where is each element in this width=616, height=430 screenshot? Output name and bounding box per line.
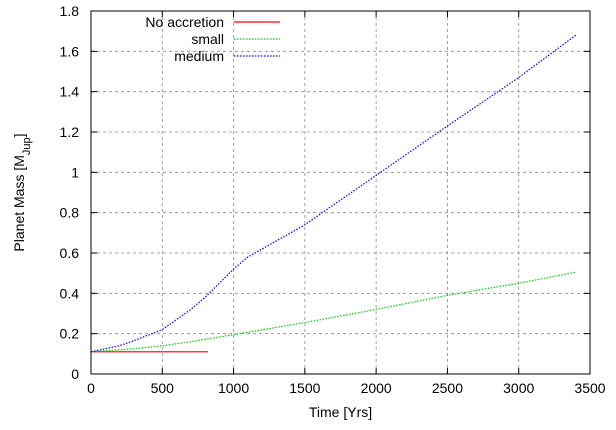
y-tick-label: 1.2	[60, 124, 80, 140]
y-tick-label: 1.6	[60, 43, 80, 59]
legend-label: medium	[174, 48, 224, 64]
legend-label: No accretion	[145, 14, 224, 30]
series-group	[90, 34, 577, 353]
y-tick-label: 1	[71, 164, 79, 180]
x-tick-label: 3000	[503, 380, 534, 396]
y-axis-label-close: ]	[11, 133, 27, 137]
y-axis-label-main: Planet Mass [M	[11, 155, 27, 251]
x-tick-label: 3500	[574, 380, 605, 396]
series-line-medium	[90, 34, 577, 353]
y-tick-label: 1.4	[60, 84, 80, 100]
y-ticks: 0 0.2 0.4 0.6 0.8 1 1.2 1.4 1.6 1.8	[60, 3, 590, 382]
y-axis-label: Planet Mass [MJup]	[11, 133, 33, 251]
x-axis-label: Time [Yrs]	[309, 404, 372, 420]
y-axis-label-sub: Jup	[21, 137, 33, 155]
x-tick-label: 500	[151, 380, 175, 396]
x-tick-label: 2500	[432, 380, 463, 396]
plot-frame	[90, 10, 591, 375]
x-tick-label: 0	[87, 380, 95, 396]
x-tick-label: 1000	[218, 380, 249, 396]
grid	[91, 11, 590, 374]
y-tick-label: 0.8	[60, 205, 80, 221]
legend-label: small	[191, 31, 224, 47]
x-tick-label: 1500	[289, 380, 320, 396]
series-line-small	[90, 271, 576, 353]
x-tick-label: 2000	[361, 380, 392, 396]
y-tick-label: 0.2	[60, 326, 80, 342]
y-tick-label: 1.8	[60, 3, 80, 19]
y-tick-label: 0	[71, 366, 79, 382]
y-tick-label: 0.4	[60, 285, 80, 301]
y-tick-label: 0.6	[60, 245, 80, 261]
x-ticks: 0 500 1000 1500 2000 2500 3000 3500	[87, 11, 606, 396]
